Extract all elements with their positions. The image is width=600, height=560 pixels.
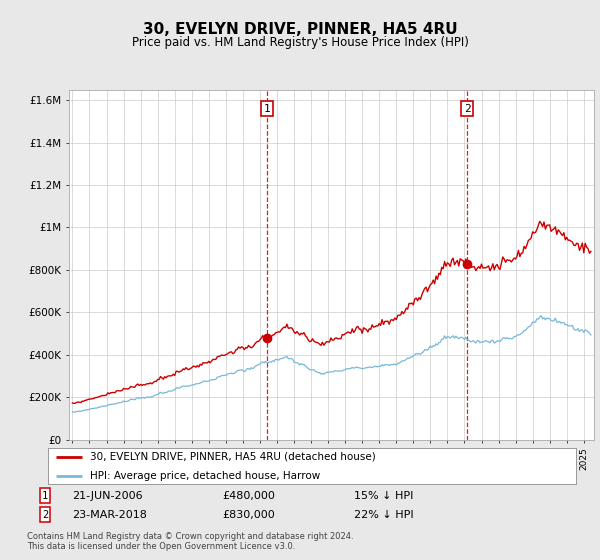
Text: £830,000: £830,000	[222, 510, 275, 520]
Text: 1: 1	[42, 491, 48, 501]
Text: HPI: Average price, detached house, Harrow: HPI: Average price, detached house, Harr…	[90, 470, 320, 480]
Text: 22% ↓ HPI: 22% ↓ HPI	[354, 510, 413, 520]
Text: Price paid vs. HM Land Registry's House Price Index (HPI): Price paid vs. HM Land Registry's House …	[131, 36, 469, 49]
Text: 2: 2	[42, 510, 48, 520]
Text: 30, EVELYN DRIVE, PINNER, HA5 4RU: 30, EVELYN DRIVE, PINNER, HA5 4RU	[143, 22, 457, 38]
Text: 15% ↓ HPI: 15% ↓ HPI	[354, 491, 413, 501]
Text: 2: 2	[464, 104, 470, 114]
Text: 30, EVELYN DRIVE, PINNER, HA5 4RU (detached house): 30, EVELYN DRIVE, PINNER, HA5 4RU (detac…	[90, 452, 376, 462]
Text: £480,000: £480,000	[222, 491, 275, 501]
Text: 1: 1	[263, 104, 271, 114]
Text: Contains HM Land Registry data © Crown copyright and database right 2024.
This d: Contains HM Land Registry data © Crown c…	[27, 532, 353, 552]
Text: 23-MAR-2018: 23-MAR-2018	[72, 510, 147, 520]
Text: 21-JUN-2006: 21-JUN-2006	[72, 491, 143, 501]
